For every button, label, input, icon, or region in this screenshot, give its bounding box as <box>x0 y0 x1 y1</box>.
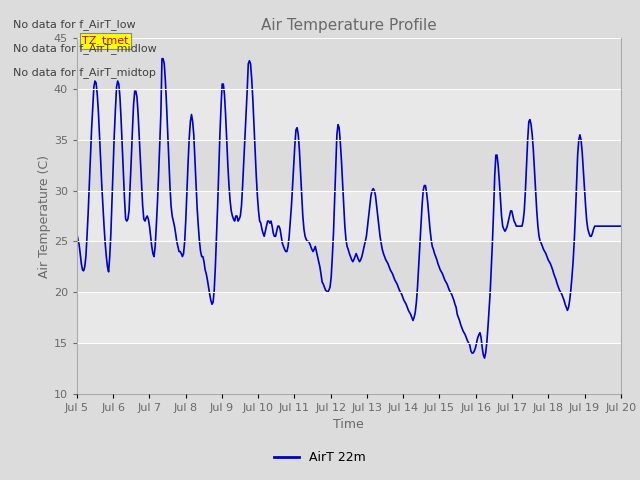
Y-axis label: Air Temperature (C): Air Temperature (C) <box>38 155 51 277</box>
Bar <box>77 38 621 89</box>
X-axis label: Time: Time <box>333 418 364 431</box>
Bar <box>77 292 621 343</box>
Bar <box>77 140 621 191</box>
Bar <box>77 241 621 292</box>
Legend: AirT 22m: AirT 22m <box>269 446 371 469</box>
Bar <box>77 343 621 394</box>
Text: No data for f_AirT_low: No data for f_AirT_low <box>13 19 136 30</box>
Text: No data for f_AirT_midtop: No data for f_AirT_midtop <box>13 67 156 78</box>
Text: TZ_tmet: TZ_tmet <box>83 36 129 47</box>
Title: Air Temperature Profile: Air Temperature Profile <box>261 18 436 33</box>
Text: No data for f_AirT_midlow: No data for f_AirT_midlow <box>13 43 157 54</box>
Bar <box>77 191 621 241</box>
Bar <box>77 89 621 140</box>
